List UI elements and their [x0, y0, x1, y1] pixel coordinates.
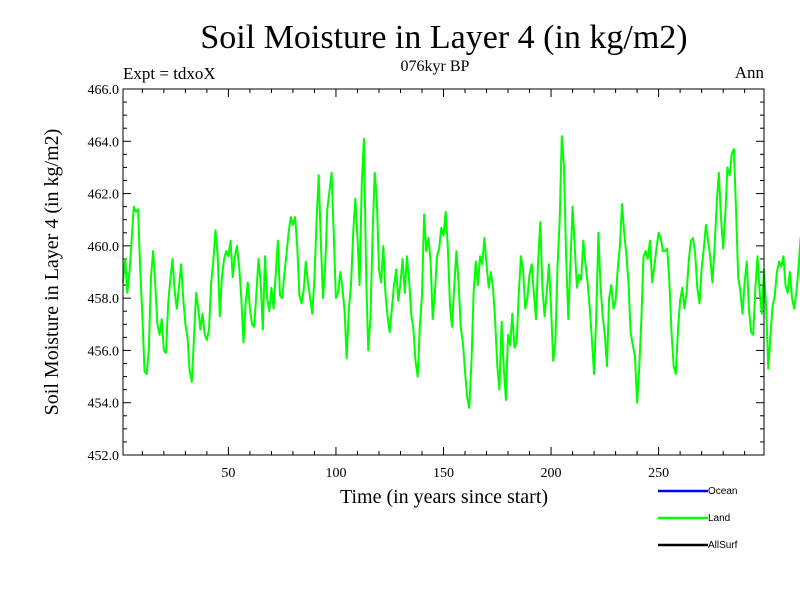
x-tick-label: 200	[541, 466, 562, 481]
y-tick-label: 454.0	[88, 397, 120, 412]
y-tick-label: 464.0	[88, 135, 120, 150]
y-tick-labels: 452.0 454.0 456.0 458.0 460.0 462.0 464.0 466.0	[88, 83, 120, 464]
legend-label-land: Land	[708, 513, 730, 524]
y-tick-label: 456.0	[88, 344, 120, 359]
x-tick-label: 50	[221, 466, 235, 481]
chart-subtitle: 076kyr BP	[401, 58, 470, 75]
series-line-land	[122, 135, 800, 409]
legend-label-allsurf: AllSurf	[708, 540, 738, 551]
legend-item-ocean: Ocean	[658, 486, 737, 497]
x-tick-label: 100	[325, 466, 346, 481]
y-tick-label: 466.0	[88, 83, 120, 98]
y-axis-label: Soil Moisture in Layer 4 (in kg/m2)	[41, 129, 63, 416]
chart-title: Soil Moisture in Layer 4 (in kg/m2)	[200, 19, 687, 56]
y-tick-label: 462.0	[88, 188, 120, 203]
plot-frame	[122, 88, 765, 456]
y-tick-label: 458.0	[88, 292, 120, 307]
legend-item-allsurf: AllSurf	[658, 540, 738, 551]
expt-label: Expt = tdxoX	[123, 64, 216, 83]
x-tick-label: 150	[433, 466, 454, 481]
legend: Ocean Land AllSurf	[658, 486, 738, 551]
y-tick-label: 460.0	[88, 240, 120, 255]
legend-label-ocean: Ocean	[708, 486, 737, 497]
y-tick-label: 452.0	[88, 449, 120, 464]
x-tick-label: 250	[648, 466, 669, 481]
x-tick-labels: 50 100 150 200 250	[221, 466, 669, 481]
period-label: Ann	[735, 63, 765, 82]
series-layer	[122, 135, 800, 409]
legend-item-land: Land	[658, 513, 730, 524]
axis-ticks	[123, 88, 764, 456]
x-axis-label: Time (in years since start)	[340, 486, 548, 508]
